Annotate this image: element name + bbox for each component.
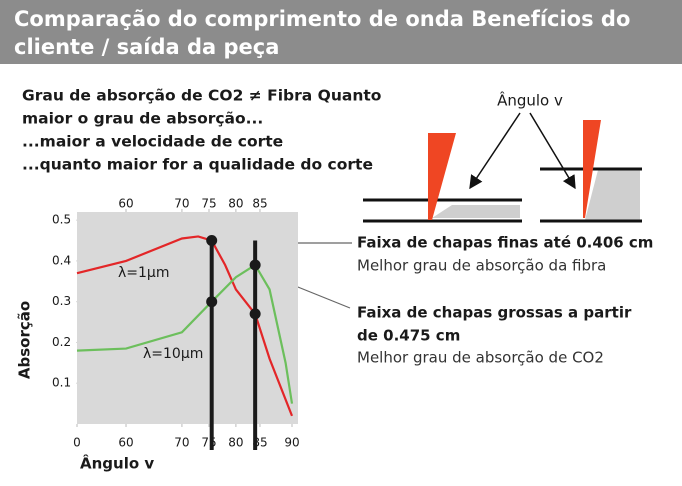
- annotation-title: Faixa de chapas finas até 0.406 cm: [357, 234, 653, 252]
- header-title: cliente / saída da peça: [14, 35, 279, 59]
- annotation-text: Melhor grau de absorção da fibra: [357, 257, 606, 275]
- diagram: Ângulo v: [363, 91, 642, 223]
- series-line: [76, 263, 294, 404]
- y-tick-label: 0.5: [52, 213, 71, 227]
- intersection-dot: [206, 296, 218, 308]
- x-tick-label: 90: [284, 436, 299, 450]
- intro-line: Grau de absorção de CO2 ≠ Fibra Quanto: [22, 87, 381, 105]
- intersection-dot: [249, 308, 261, 320]
- diagram-label: Ângulo v: [497, 91, 563, 110]
- x-tick-label: 70: [174, 436, 189, 450]
- series-label: λ=10μm: [143, 346, 203, 362]
- x2-tick-label: 60: [118, 197, 133, 211]
- intersection-dot: [249, 259, 261, 271]
- x-tick-label: 0: [73, 436, 81, 450]
- series-label: λ=1μm: [118, 265, 169, 281]
- y-tick-label: 0.1: [52, 376, 71, 390]
- x2-tick-label: 85: [252, 197, 267, 211]
- y-axis-label: Absorção: [16, 301, 34, 379]
- y-tick-label: 0.4: [52, 253, 71, 267]
- intersection-dot: [206, 235, 218, 247]
- y-tick-label: 0.2: [52, 335, 71, 349]
- x2-tick-label: 75: [201, 197, 216, 211]
- x-tick-label: 60: [118, 436, 133, 450]
- annotation-text: Melhor grau de absorção de CO2: [357, 349, 604, 367]
- series-line: [76, 235, 294, 417]
- annotation-title: de 0.475 cm: [357, 327, 460, 345]
- intro-line: ...maior a velocidade de corte: [22, 133, 283, 151]
- x-axis-label: Ângulo v: [80, 454, 154, 473]
- header-band: [0, 0, 682, 64]
- annotation-title: Faixa de chapas grossas a partir: [357, 304, 632, 322]
- x2-tick-label: 70: [174, 197, 189, 211]
- intro-line: maior o grau de absorção...: [22, 110, 263, 128]
- x2-tick-label: 80: [228, 197, 243, 211]
- header-title: Comparação do comprimento de onda Benefí…: [14, 7, 630, 31]
- x-tick-label: 75: [201, 436, 216, 450]
- y-tick-label: 0.3: [52, 294, 71, 308]
- x-tick-label: 80: [228, 436, 243, 450]
- intro-line: ...quanto maior for a qualidade do corte: [22, 156, 373, 174]
- plot-area: [77, 212, 298, 424]
